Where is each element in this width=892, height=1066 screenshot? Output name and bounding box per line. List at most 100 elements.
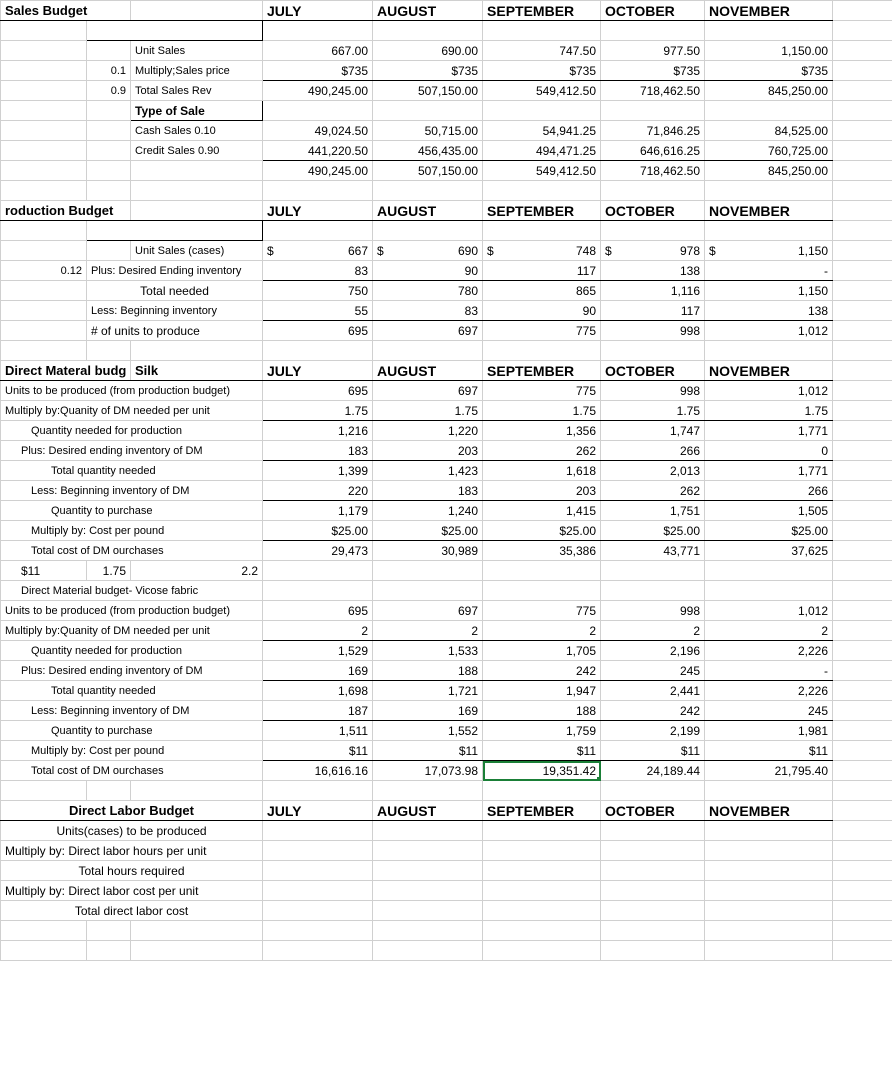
dm-title: Direct Materal budg bbox=[1, 361, 131, 381]
dl-r4: Multiply by: Direct labor cost per unit bbox=[1, 881, 263, 901]
cell[interactable]: 549,412.50 bbox=[483, 81, 601, 101]
lbl: Total quantity needed bbox=[1, 461, 263, 481]
cell[interactable]: $735 bbox=[601, 61, 705, 81]
cell[interactable]: 117 bbox=[601, 301, 705, 321]
misc-b[interactable]: 1.75 bbox=[87, 561, 131, 581]
cell[interactable]: 90 bbox=[373, 261, 483, 281]
cell[interactable]: 84,525.00 bbox=[705, 121, 833, 141]
cell[interactable]: 83 bbox=[263, 261, 373, 281]
misc-a[interactable]: $11 bbox=[1, 561, 87, 581]
cell[interactable]: 494,471.25 bbox=[483, 141, 601, 161]
cell[interactable]: 750 bbox=[263, 281, 373, 301]
lbl: Multiply by:Quanity of DM needed per uni… bbox=[1, 621, 263, 641]
dl-title: Direct Labor Budget bbox=[1, 801, 263, 821]
row-dl-title: Direct Labor Budget JULY AUGUST SEPTEMBE… bbox=[1, 801, 892, 821]
lbl: Total needed bbox=[87, 281, 263, 301]
cell[interactable]: 718,462.50 bbox=[601, 161, 705, 181]
lbl: Units to be produced (from production bu… bbox=[1, 601, 263, 621]
lbl: Multiply by: Cost per pound bbox=[1, 521, 263, 541]
cell[interactable]: 441,220.50 bbox=[263, 141, 373, 161]
cell[interactable]: 845,250.00 bbox=[705, 81, 833, 101]
row-unit-sales: Unit Sales 667.00 690.00 747.50 977.50 1… bbox=[1, 41, 892, 61]
cell[interactable]: 507,150.00 bbox=[373, 161, 483, 181]
cell[interactable]: 760,725.00 bbox=[705, 141, 833, 161]
misc-c[interactable]: 2.2 bbox=[131, 561, 263, 581]
cell[interactable]: 549,412.50 bbox=[483, 161, 601, 181]
row-misc: $11 1.75 2.2 bbox=[1, 561, 892, 581]
lbl: Quantity to purchase bbox=[1, 721, 263, 741]
cell[interactable]: 646,616.25 bbox=[601, 141, 705, 161]
cell[interactable]: 1,012 bbox=[705, 321, 833, 341]
silk: Silk bbox=[131, 361, 263, 381]
cell[interactable]: 90 bbox=[483, 301, 601, 321]
cell[interactable]: $748 bbox=[483, 241, 601, 261]
cell[interactable]: 55 bbox=[263, 301, 373, 321]
cell[interactable]: 456,435.00 bbox=[373, 141, 483, 161]
cell[interactable]: $1,150 bbox=[705, 241, 833, 261]
cell[interactable]: $735 bbox=[705, 61, 833, 81]
cell[interactable]: 1,116 bbox=[601, 281, 705, 301]
lbl: Less: Beginning inventory of DM bbox=[1, 481, 263, 501]
cell[interactable]: 50,715.00 bbox=[373, 121, 483, 141]
cell[interactable]: $735 bbox=[373, 61, 483, 81]
row-credit: Credit Sales 0.90 441,220.50 456,435.00 … bbox=[1, 141, 892, 161]
cell[interactable]: 507,150.00 bbox=[373, 81, 483, 101]
lbl: Quantity needed for production bbox=[1, 641, 263, 661]
hdr-oct: OCTOBER bbox=[601, 1, 705, 21]
lbl: Quantity needed for production bbox=[1, 421, 263, 441]
cell[interactable]: 780 bbox=[373, 281, 483, 301]
sales-title: Sales Budget bbox=[1, 1, 131, 21]
cell[interactable]: 54,941.25 bbox=[483, 121, 601, 141]
selected-cell[interactable]: 19,351.42 bbox=[483, 761, 601, 781]
lbl: Less: Beginning inventory of DM bbox=[1, 701, 263, 721]
cell[interactable]: 1,150 bbox=[705, 281, 833, 301]
cell[interactable]: 117 bbox=[483, 261, 601, 281]
cell[interactable]: 83 bbox=[373, 301, 483, 321]
hdr-nov: NOVEMBER bbox=[705, 1, 833, 21]
cell[interactable]: $667 bbox=[263, 241, 373, 261]
cell[interactable]: $690 bbox=[373, 241, 483, 261]
lbl: Total Sales Rev bbox=[131, 81, 263, 101]
dl-r2: Multiply by: Direct labor hours per unit bbox=[1, 841, 263, 861]
cell[interactable]: 490,245.00 bbox=[263, 81, 373, 101]
hdr-sep: SEPTEMBER bbox=[483, 1, 601, 21]
cell[interactable]: 71,846.25 bbox=[601, 121, 705, 141]
hdr-aug: AUGUST bbox=[373, 1, 483, 21]
cell[interactable]: 718,462.50 bbox=[601, 81, 705, 101]
row-prod-unit-sales: Unit Sales (cases) $667 $690 $748 $978 $… bbox=[1, 241, 892, 261]
lbl: Multiply by: Cost per pound bbox=[1, 741, 263, 761]
cell[interactable]: 697 bbox=[373, 321, 483, 341]
cell[interactable]: $735 bbox=[483, 61, 601, 81]
cell[interactable]: 49,024.50 bbox=[263, 121, 373, 141]
cell[interactable]: $978 bbox=[601, 241, 705, 261]
hdr-jul: JULY bbox=[263, 1, 373, 21]
row-prod-total-needed: Total needed 750 780 865 1,116 1,150 bbox=[1, 281, 892, 301]
cell[interactable]: $735 bbox=[263, 61, 373, 81]
cell[interactable]: 138 bbox=[601, 261, 705, 281]
cell[interactable]: 690.00 bbox=[373, 41, 483, 61]
pref: 0.1 bbox=[87, 61, 131, 81]
cell[interactable]: 845,250.00 bbox=[705, 161, 833, 181]
lbl: Plus: Desired Ending inventory bbox=[87, 261, 263, 281]
spreadsheet[interactable]: Sales Budget JULY AUGUST SEPTEMBER OCTOB… bbox=[0, 0, 892, 961]
cell[interactable]: 138 bbox=[705, 301, 833, 321]
cell[interactable]: 998 bbox=[601, 321, 705, 341]
cell[interactable]: 865 bbox=[483, 281, 601, 301]
row-prod-less-beg: Less: Beginning inventory 55 83 90 117 1… bbox=[1, 301, 892, 321]
cell[interactable]: 775 bbox=[483, 321, 601, 341]
lbl: Less: Beginning inventory bbox=[87, 301, 263, 321]
cell[interactable]: 695 bbox=[263, 321, 373, 341]
cell[interactable]: - bbox=[705, 261, 833, 281]
cell[interactable]: 667.00 bbox=[263, 41, 373, 61]
row-type-of-sale: Type of Sale bbox=[1, 101, 892, 121]
lbl: Quantity to purchase bbox=[1, 501, 263, 521]
lbl: Credit Sales 0.90 bbox=[131, 141, 263, 161]
cell[interactable]: 747.50 bbox=[483, 41, 601, 61]
lbl: Cash Sales 0.10 bbox=[131, 121, 263, 141]
cell[interactable]: 490,245.00 bbox=[263, 161, 373, 181]
row-mult-price: 0.1 Multiply;Sales price $735 $735 $735 … bbox=[1, 61, 892, 81]
cell[interactable]: 1,150.00 bbox=[705, 41, 833, 61]
lbl: Plus: Desired ending inventory of DM bbox=[1, 441, 263, 461]
cell[interactable]: 977.50 bbox=[601, 41, 705, 61]
lbl: Total cost of DM ourchases bbox=[1, 761, 263, 781]
